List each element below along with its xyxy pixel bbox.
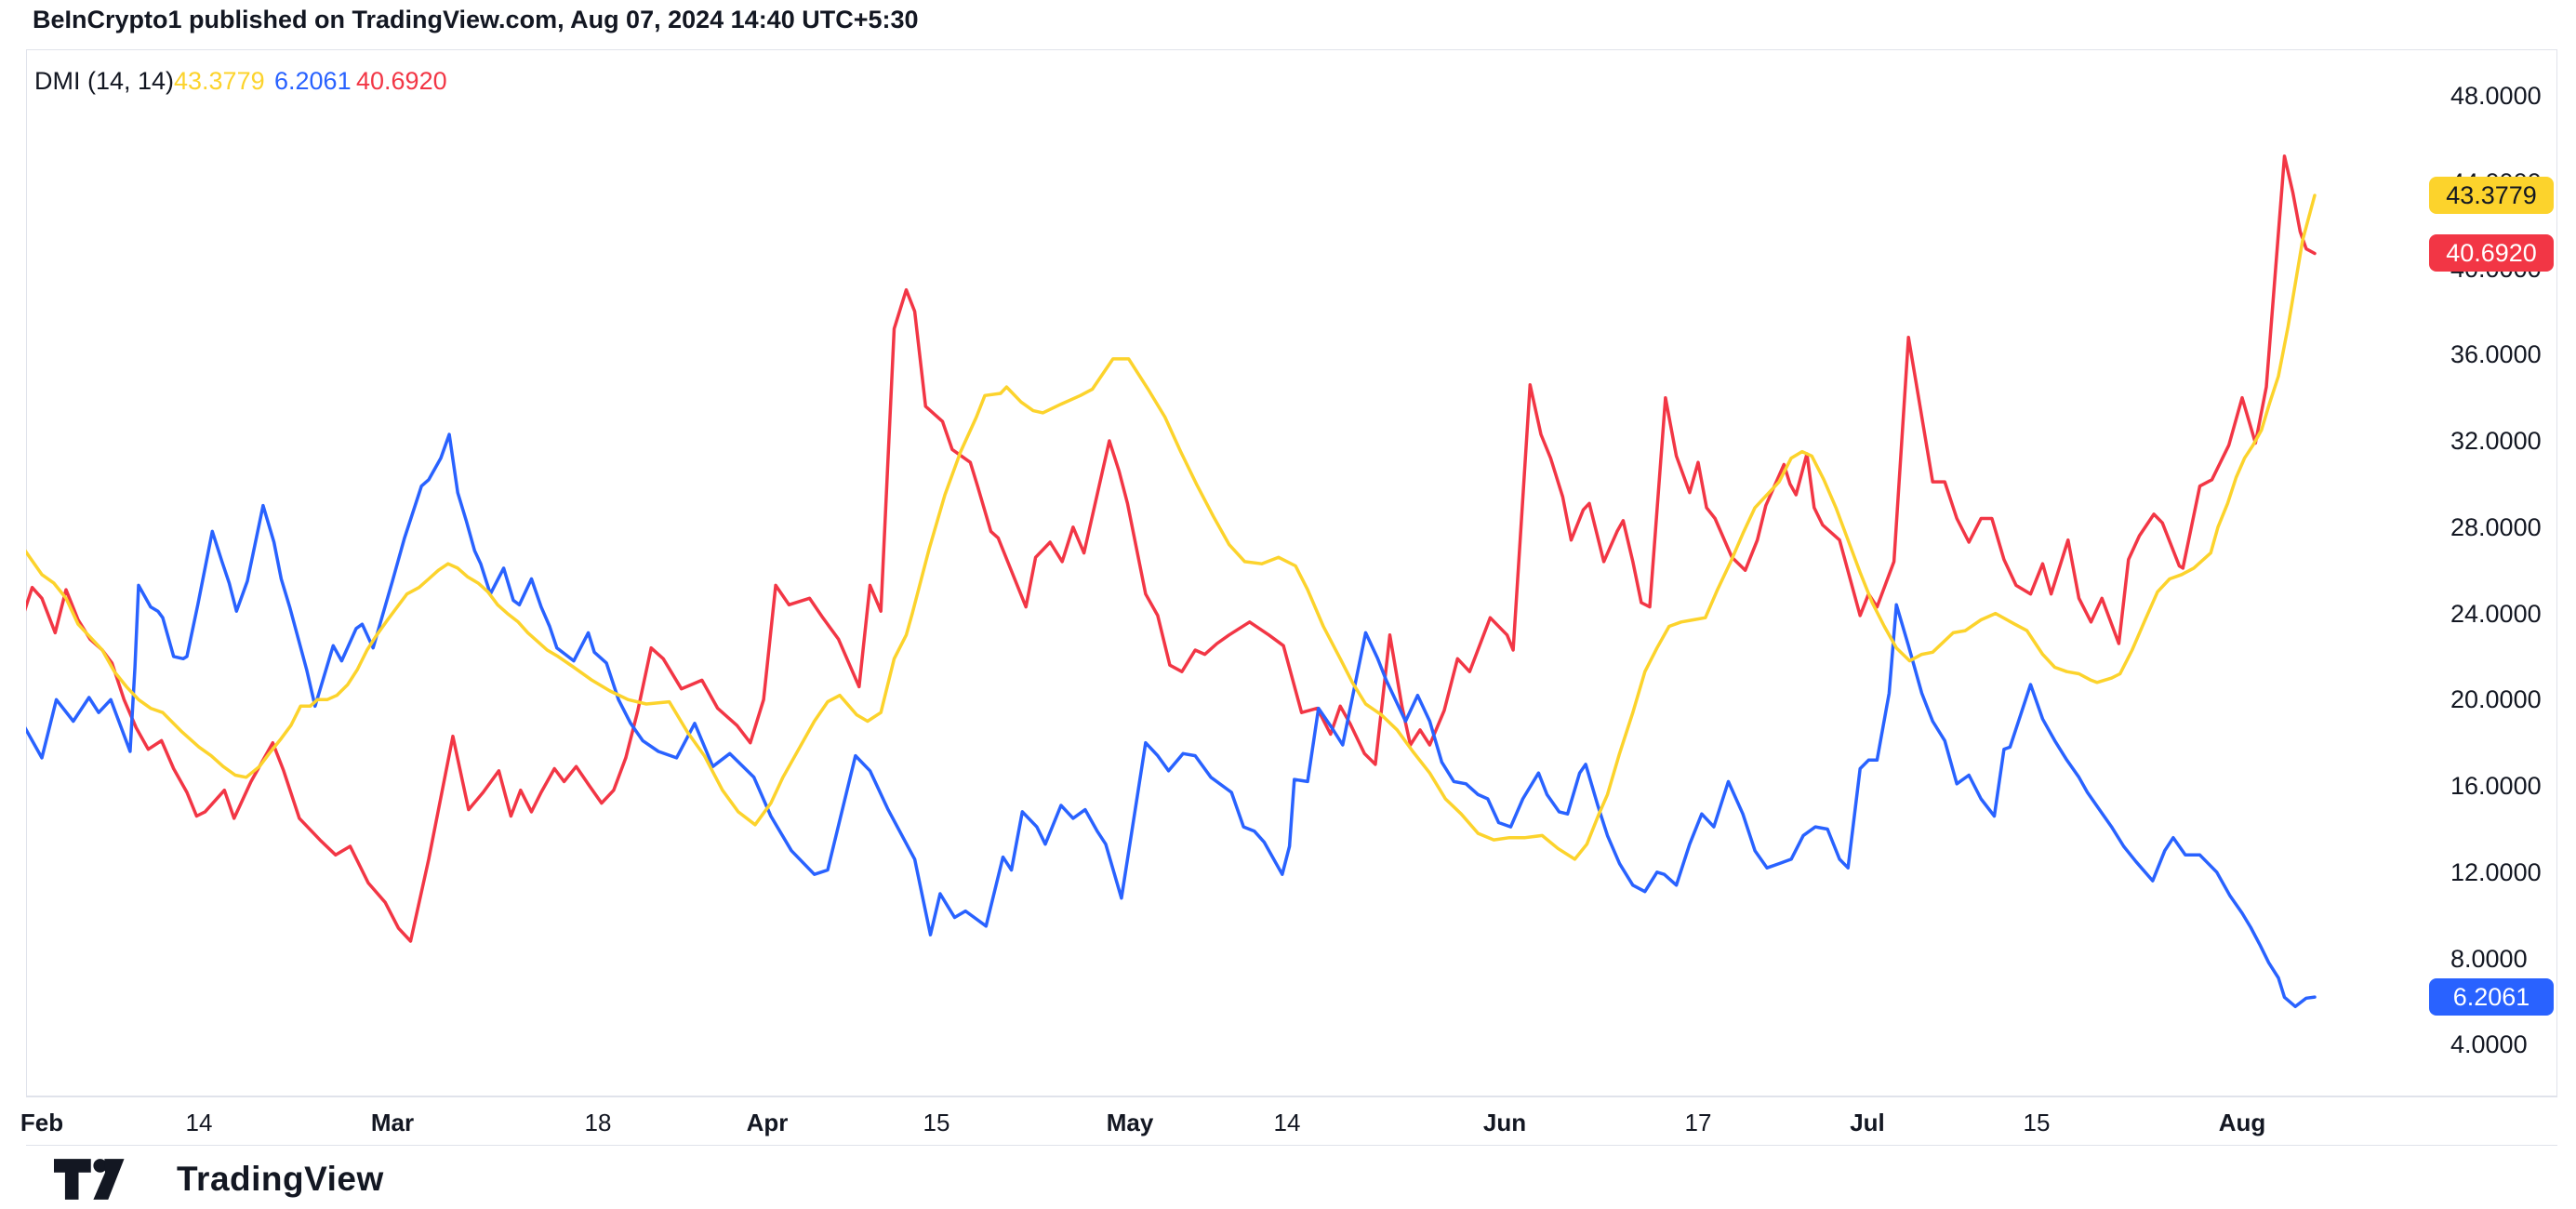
time-axis-day-label: 18: [584, 1109, 612, 1136]
price-badge-adx: 43.3779: [2429, 177, 2554, 215]
chart-surface[interactable]: [26, 49, 2557, 1096]
price-axis-label: 20.0000: [2450, 685, 2542, 714]
time-axis-month-label: Mar: [370, 1109, 415, 1136]
tradingview-logo-icon: [54, 1159, 125, 1200]
price-axis-label: 28.0000: [2450, 512, 2542, 541]
indicator-title: DMI (14, 14): [34, 67, 175, 95]
price-badge-plusdi: 6.2061: [2429, 978, 2554, 1016]
price-axis-label: 12.0000: [2450, 857, 2542, 886]
time-axis-month-label: May: [1106, 1109, 1154, 1136]
time-axis-day-label: 17: [1684, 1109, 1712, 1136]
time-axis-day-label: 15: [2023, 1109, 2051, 1136]
time-axis-day-label: 15: [923, 1109, 950, 1136]
time-axis-month-label: Apr: [746, 1109, 789, 1136]
minus-di-line: [26, 154, 2317, 943]
tradingview-footer[interactable]: TradingView: [54, 1156, 384, 1202]
price-axis-label: 36.0000: [2450, 340, 2542, 369]
time-axis-month-label: Feb: [20, 1109, 64, 1136]
time-axis-day-label: 14: [185, 1109, 213, 1136]
time-axis-month-label: Aug: [2218, 1109, 2266, 1136]
chart-panel: [26, 49, 2557, 1096]
price-axis-label: 32.0000: [2450, 427, 2542, 456]
legend-value-adx: 43.3779: [174, 67, 265, 95]
plus-di-line: [26, 432, 2317, 1009]
publish-header: BeInCrypto1 published on TradingView.com…: [33, 6, 919, 33]
price-badge-minusdi: 40.6920: [2429, 234, 2554, 272]
adx-line: [26, 193, 2317, 861]
tradingview-brand-text[interactable]: TradingView: [177, 1160, 384, 1198]
legend-value-plus-di: 6.2061: [274, 67, 352, 95]
time-axis[interactable]: Feb 14 Mar 18 Apr 15 May 14 Jun 17 Jul 15 Aug: [20, 1096, 2557, 1146]
time-axis-day-label: 14: [1273, 1109, 1301, 1136]
price-axis-label: 16.0000: [2450, 772, 2542, 801]
price-axis-label: 48.0000: [2450, 82, 2542, 110]
price-axis-label: 24.0000: [2450, 599, 2542, 628]
time-axis-month-label: Jul: [1850, 1109, 1885, 1136]
legend-value-minus-di: 40.6920: [356, 67, 447, 95]
price-axis-label: 8.0000: [2450, 944, 2528, 973]
time-axis-month-label: Jun: [1482, 1109, 1527, 1136]
price-axis-label: 4.0000: [2450, 1030, 2528, 1059]
